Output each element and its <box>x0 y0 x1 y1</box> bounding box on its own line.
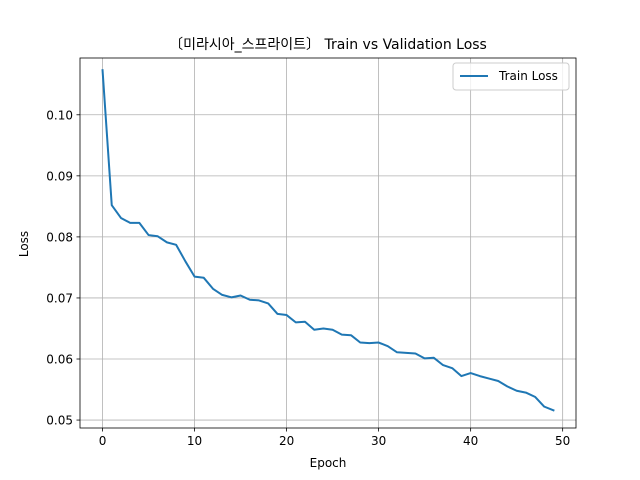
x-axis-label: Epoch <box>310 456 347 470</box>
legend: Train Loss <box>452 62 570 91</box>
y-tick-label: 0.05 <box>46 414 73 428</box>
y-tick-label: 0.07 <box>46 291 73 305</box>
y-axis-label: Loss <box>17 231 31 257</box>
x-tick-label: 30 <box>371 434 386 448</box>
x-tick-label: 50 <box>555 434 570 448</box>
y-tick-label: 0.06 <box>46 353 73 367</box>
y-tick-label: 0.08 <box>46 230 73 244</box>
series-layer <box>101 69 555 412</box>
x-tick-label: 0 <box>99 434 107 448</box>
legend-label-train-loss: Train Loss <box>498 69 558 83</box>
series-line-train-loss <box>101 69 555 412</box>
plot-frame <box>79 57 577 429</box>
y-tick-label: 0.10 <box>46 108 73 122</box>
x-tick-label: 10 <box>187 434 202 448</box>
x-tick-label: 40 <box>463 434 478 448</box>
y-tick-label: 0.09 <box>46 169 73 183</box>
legend-box <box>452 62 570 91</box>
tick-layer: 0 10 20 30 40 50 0.05 0.06 0.07 0.08 0.09 0.10 <box>46 108 570 448</box>
chart-title: 〔미라시아_스프라이트〕 Train vs Validation Loss <box>169 37 487 53</box>
grid-layer <box>80 58 576 428</box>
x-tick-label: 20 <box>279 434 294 448</box>
